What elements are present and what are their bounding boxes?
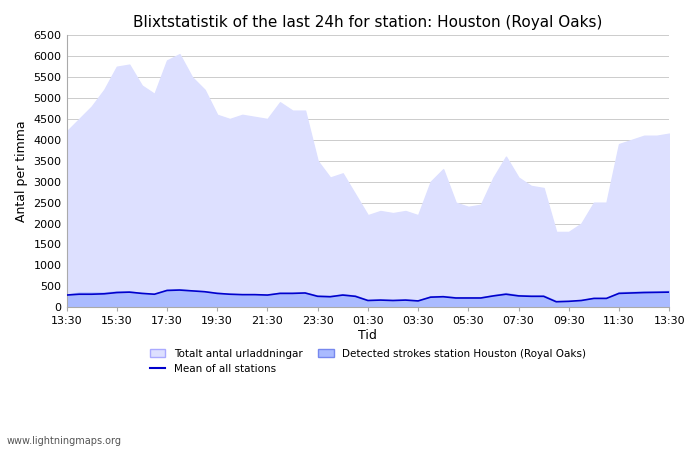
Text: www.lightningmaps.org: www.lightningmaps.org	[7, 436, 122, 446]
Title: Blixtstatistik of the last 24h for station: Houston (Royal Oaks): Blixtstatistik of the last 24h for stati…	[133, 15, 603, 30]
Legend: Totalt antal urladdningar, Mean of all stations, Detected strokes station Housto: Totalt antal urladdningar, Mean of all s…	[146, 345, 590, 378]
X-axis label: Tid: Tid	[358, 329, 377, 342]
Y-axis label: Antal per timma: Antal per timma	[15, 121, 28, 222]
